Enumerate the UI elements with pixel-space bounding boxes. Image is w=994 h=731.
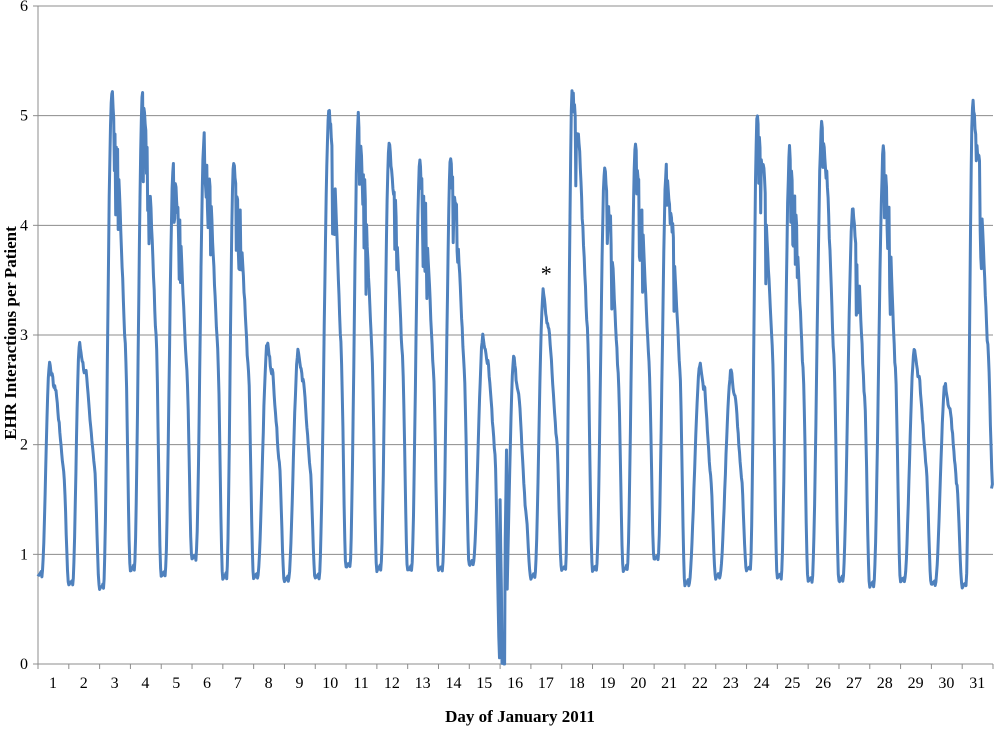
annotation-layer: * [541, 261, 552, 286]
x-tick-label: 1 [49, 675, 57, 692]
y-tick-label: 5 [20, 108, 28, 125]
x-tick-label: 22 [692, 675, 708, 692]
x-tick-label: 24 [754, 675, 770, 692]
x-tick-label: 19 [600, 675, 616, 692]
x-tick-label: 27 [846, 675, 862, 692]
series-layer [36, 89, 994, 666]
x-tick-label: 11 [353, 675, 368, 692]
x-tick-label: 14 [445, 675, 461, 692]
x-tick-label: 13 [415, 675, 431, 692]
x-tick-label: 8 [265, 675, 273, 692]
x-tick-label: 12 [384, 675, 400, 692]
x-axis-title: Day of January 2011 [445, 707, 595, 726]
x-tick-label: 16 [507, 675, 523, 692]
x-tick-label: 15 [476, 675, 492, 692]
x-tick-label: 18 [569, 675, 585, 692]
x-tick-label: 4 [141, 675, 149, 692]
x-tick-label: 7 [234, 675, 242, 692]
y-tick-label: 6 [20, 0, 28, 15]
x-tick-label: 20 [630, 675, 646, 692]
x-tick-label: 29 [908, 675, 924, 692]
x-tick-label: 25 [784, 675, 800, 692]
y-tick-label: 0 [20, 656, 28, 673]
x-tick-label: 5 [172, 675, 180, 692]
x-tick-label: 31 [969, 675, 985, 692]
y-tick-label: 1 [20, 546, 28, 563]
series-line-ehr-interactions [36, 89, 994, 666]
x-tick-label: 21 [661, 675, 677, 692]
grid-layer [38, 5, 993, 555]
x-tick-label: 10 [322, 675, 338, 692]
x-tick-label: 6 [203, 675, 211, 692]
x-tick-label: 3 [111, 675, 119, 692]
x-tick-label: 9 [295, 675, 303, 692]
y-tick-label: 2 [20, 437, 28, 454]
y-tick-label: 4 [20, 217, 28, 234]
x-tick-label: 30 [938, 675, 954, 692]
annotation-asterisk: * [541, 261, 552, 286]
y-axis-title: EHR Interactions per Patient [1, 226, 20, 440]
x-tick-label: 17 [538, 675, 554, 692]
x-tick-label: 26 [815, 675, 831, 692]
y-tick-label: 3 [20, 327, 28, 344]
x-tick-label: 2 [80, 675, 88, 692]
x-tick-label: 23 [723, 675, 739, 692]
x-tick-label: 28 [877, 675, 893, 692]
